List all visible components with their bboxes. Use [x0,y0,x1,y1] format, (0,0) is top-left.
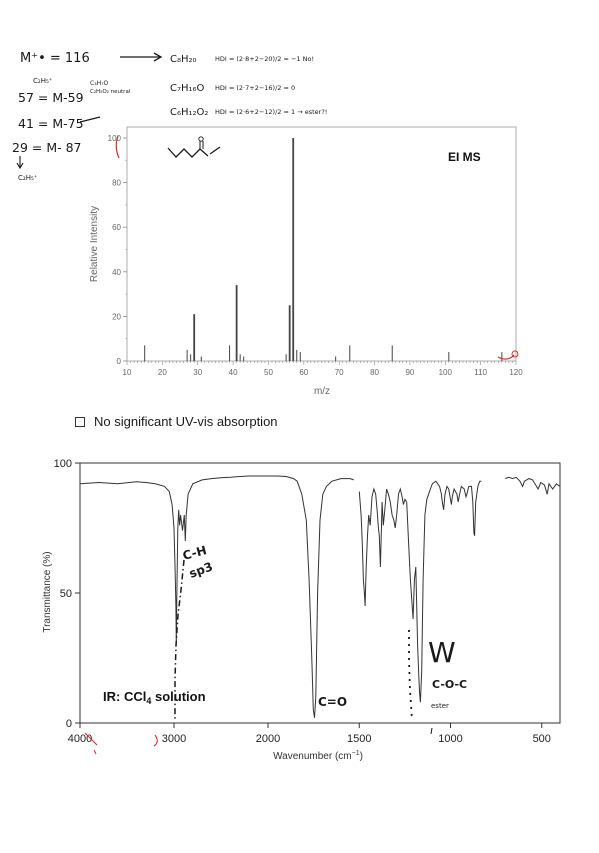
ms-y-tick-label: 100 [108,134,122,143]
ms-peaks [144,138,503,361]
note-formula1: C₈H₂₀ [170,54,197,65]
red-bracket [115,135,120,159]
red-circle-ms [511,350,519,358]
note-down-arrow [16,156,24,170]
note-molecular-ion: M⁺• = 116 [20,51,90,66]
ir-trace [79,475,561,718]
note-arrow [120,52,163,62]
ms-y-tick-label: 20 [112,312,121,321]
note-f57-sub: C₂H₅⁺ [33,77,53,85]
ms-y-axis-label: Relative Intensity [89,206,100,282]
ir-note-w: W [428,636,456,669]
ir-y-ticks: 0 50 100 [54,458,80,730]
ir-trace-line [505,476,561,495]
ir-x-tick-label: 4000 [68,733,92,745]
ir-dotted-coc [408,630,413,721]
ir-x-ticks: 4000 3000 2000 1500 1000 500 [68,723,551,745]
ir-note-ch: C-H [181,543,208,563]
ms-y-tick-label: 60 [112,223,121,232]
black-mark-ir [430,727,433,735]
ms-y-tick-label: 80 [112,179,121,188]
note-f29: 29 = M- 87 [12,140,82,155]
ir-trace-line [79,475,354,718]
ir-note-ester: ester [431,702,449,710]
ms-x-tick-label: 70 [335,368,344,377]
ir-x-tick-label: 2000 [256,733,280,745]
ms-x-tick-label: 10 [123,368,132,377]
ir-x-tick-label: 1500 [347,733,371,745]
ms-x-tick-label: 100 [439,368,453,377]
note-f57-side2: C₂H₅O₂ neutral [90,89,131,95]
note-formula3: C₆H₁₂O₂ [170,107,208,118]
ms-y-tick-label: 0 [117,357,122,366]
ir-y-tick-label: 0 [66,718,72,730]
note-formula2-calc: HDI = (2·7+2−16)/2 = 0 [215,84,295,92]
ms-x-axis-label: m/z [314,386,330,397]
uv-vis-note: No significant UV-vis absorption [75,414,278,429]
note-formula3-calc: HDI = (2·6+2−12)/2 = 1 → ester?! [215,108,327,116]
ir-y-axis-label: Transmittance (%) [42,551,53,632]
red-mark-ir3 [153,734,158,747]
ms-x-tick-label: 120 [509,368,523,377]
uv-vis-text: No significant UV-vis absorption [94,414,278,429]
ms-x-tick-label: 30 [193,368,202,377]
ms-x-tick-label: 90 [405,368,414,377]
note-dash [79,116,101,123]
ms-title: EI MS [448,150,481,164]
red-mark-ir1 [84,732,98,746]
ir-title: IR: CCl4 solution [103,689,206,706]
mass-spectrum-chart: 0 20 40 60 80 100 10 20 30 40 50 60 70 80 90 100 110 120… [89,126,523,397]
ms-y-tick-label: 40 [112,268,121,277]
handwritten-notes: M⁺• = 116 57 = M-59 C₂H₅⁺ C₃H₇O C₂H₅O₂ n… [12,51,327,182]
ms-x-ticks: 10 20 30 40 50 60 70 80 90 100 110 120 [123,361,523,377]
ir-note-sp3: sp3 [187,559,214,580]
red-mark-ir2 [93,749,97,755]
red-bracket-ms [497,354,515,360]
ir-note-co: C=O [318,695,347,709]
ir-y-tick-label: 50 [60,588,72,600]
ir-note-coc: C-O-C [432,678,467,691]
ms-y-ticks: 0 20 40 60 80 100 [108,134,127,366]
ms-x-tick-label: 40 [229,368,238,377]
note-formula2: C₇H₁₆O [170,83,205,94]
ms-x-tick-label: 80 [370,368,379,377]
note-f57: 57 = M-59 [18,90,84,105]
ir-plot-frame [79,462,561,724]
ms-x-tick-label: 20 [158,368,167,377]
ir-spectrum-chart: 0 50 100 4000 3000 2000 1500 1000 500 IR: CCl4 … [42,458,561,762]
ir-x-tick-label: 1000 [438,733,462,745]
ms-x-tick-label: 110 [474,368,487,377]
ir-x-axis-label: Wavenumber (cm−1) [273,750,363,762]
note-formula1-calc: HDI = (2·8+2−20)/2 = −1 No! [215,55,314,63]
ir-x-tick-label: 500 [533,733,551,745]
ms-x-tick-label: 50 [264,368,273,377]
ir-dashdot-ch [174,559,185,720]
ir-trace-line [358,480,482,703]
note-f57-side1: C₃H₇O [90,80,109,87]
ir-y-tick-label: 100 [54,458,72,470]
ir-x-tick-label: 3000 [162,733,186,745]
checkbox-icon [75,416,85,427]
structure-sketch [167,136,221,158]
ms-x-tick-label: 60 [299,368,308,377]
note-f29-sub: C₂H₅⁺ [18,174,38,182]
note-f41: 41 = M-75 [18,116,84,131]
